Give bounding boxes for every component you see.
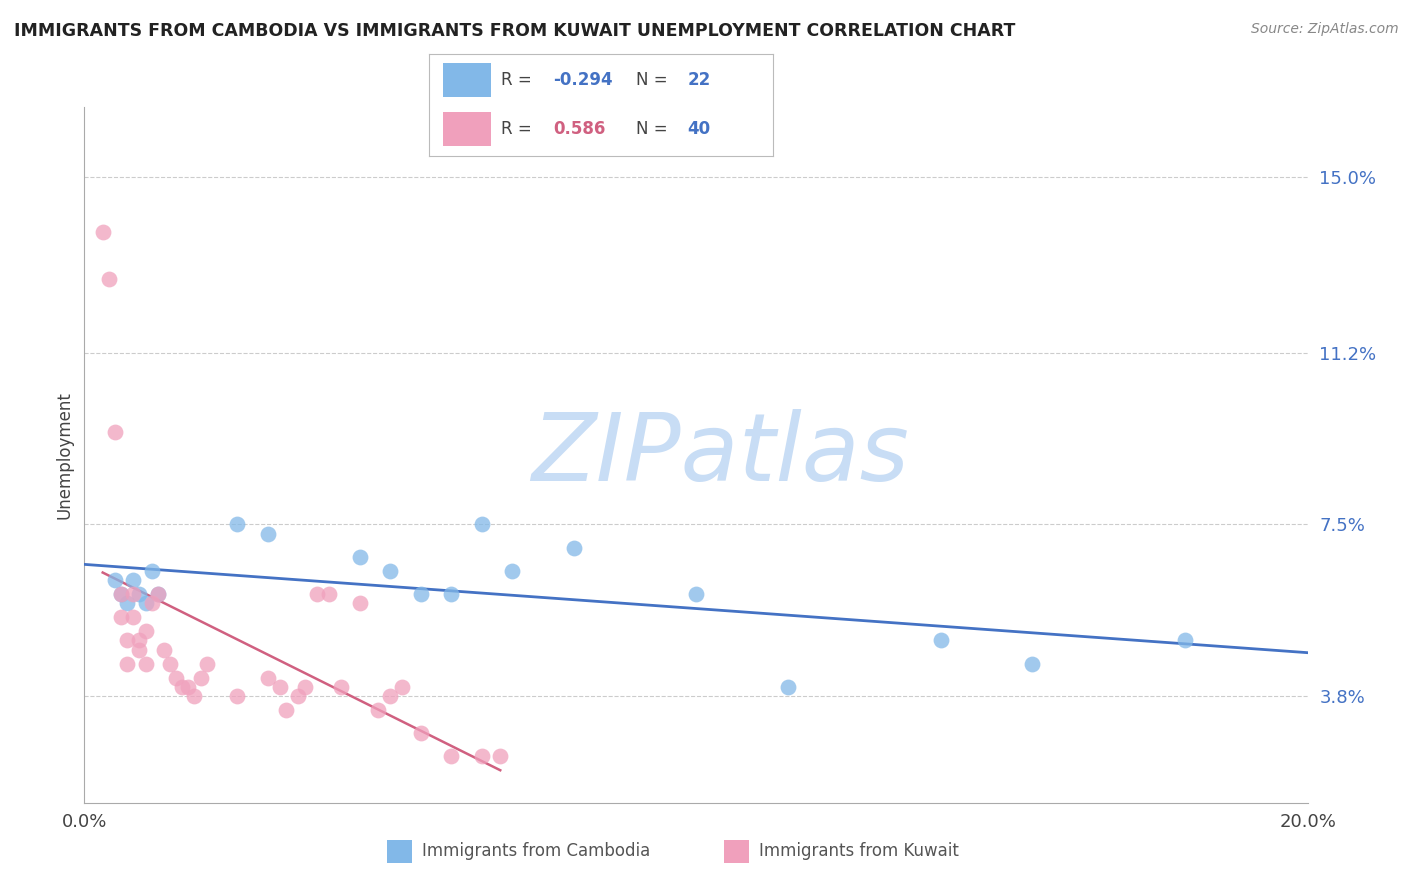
Point	[1174, 633, 1197, 648]
Point	[146, 587, 169, 601]
Point	[471, 749, 494, 764]
Point	[115, 657, 138, 671]
Point	[128, 642, 150, 657]
Text: 22: 22	[688, 70, 710, 88]
Text: IMMIGRANTS FROM CAMBODIA VS IMMIGRANTS FROM KUWAIT UNEMPLOYMENT CORRELATION CHAR: IMMIGRANTS FROM CAMBODIA VS IMMIGRANTS F…	[14, 22, 1015, 40]
Text: Immigrants from Cambodia: Immigrants from Cambodia	[422, 842, 650, 861]
Point	[562, 541, 585, 555]
Point	[409, 587, 432, 601]
Point	[276, 703, 298, 717]
Point	[183, 689, 205, 703]
Text: Immigrants from Kuwait: Immigrants from Kuwait	[759, 842, 959, 861]
Point	[349, 596, 371, 610]
Point	[195, 657, 218, 671]
Point	[172, 680, 194, 694]
Point	[471, 517, 494, 532]
Point	[190, 671, 212, 685]
Text: 40: 40	[688, 120, 710, 138]
Point	[115, 596, 138, 610]
Point	[776, 680, 799, 694]
Point	[489, 749, 512, 764]
Point	[110, 610, 132, 624]
Point	[104, 573, 127, 587]
Text: -0.294: -0.294	[553, 70, 613, 88]
Point	[929, 633, 952, 648]
Point	[318, 587, 340, 601]
Point	[122, 610, 145, 624]
Point	[122, 573, 145, 587]
Point	[226, 517, 249, 532]
Text: 0.586: 0.586	[553, 120, 605, 138]
Point	[305, 587, 328, 601]
Point	[440, 587, 463, 601]
Point	[141, 596, 163, 610]
Point	[128, 633, 150, 648]
Point	[287, 689, 309, 703]
Text: R =: R =	[501, 70, 537, 88]
Bar	[443, 112, 491, 145]
Bar	[443, 62, 491, 96]
Point	[165, 671, 187, 685]
Text: ZIPatlas: ZIPatlas	[531, 409, 910, 500]
Point	[177, 680, 200, 694]
Point	[135, 624, 157, 639]
Point	[294, 680, 316, 694]
Point	[1021, 657, 1043, 671]
Point	[110, 587, 132, 601]
Text: N =: N =	[636, 120, 672, 138]
Point	[391, 680, 413, 694]
Point	[135, 596, 157, 610]
Point	[257, 671, 280, 685]
Point	[257, 526, 280, 541]
Point	[502, 564, 524, 578]
Point	[226, 689, 249, 703]
Point	[110, 587, 132, 601]
Point	[159, 657, 181, 671]
Point	[380, 689, 402, 703]
Point	[685, 587, 707, 601]
Point	[91, 225, 114, 239]
Point	[153, 642, 176, 657]
Text: Source: ZipAtlas.com: Source: ZipAtlas.com	[1251, 22, 1399, 37]
Point	[269, 680, 291, 694]
Point	[97, 271, 120, 285]
Text: N =: N =	[636, 70, 672, 88]
Point	[367, 703, 389, 717]
Point	[380, 564, 402, 578]
Point	[141, 564, 163, 578]
Point	[330, 680, 353, 694]
Point	[122, 587, 145, 601]
Point	[135, 657, 157, 671]
Point	[409, 726, 432, 740]
Y-axis label: Unemployment: Unemployment	[55, 391, 73, 519]
Point	[349, 549, 371, 564]
Text: R =: R =	[501, 120, 537, 138]
Point	[115, 633, 138, 648]
Point	[104, 425, 127, 439]
Point	[128, 587, 150, 601]
Point	[146, 587, 169, 601]
Point	[440, 749, 463, 764]
